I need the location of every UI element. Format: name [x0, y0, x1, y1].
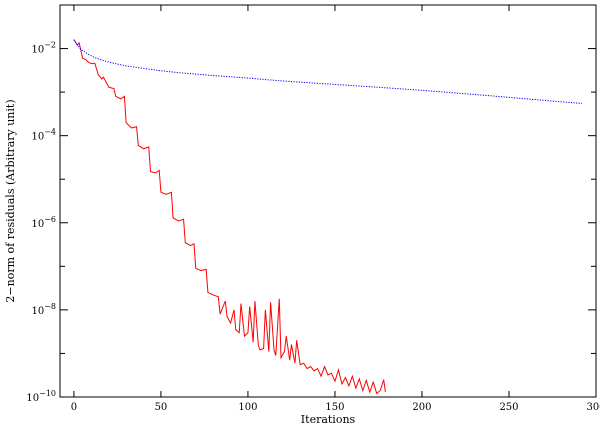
x-tick-label: 100 [238, 402, 257, 413]
x-tick-label: 50 [155, 402, 168, 413]
plot-frame [59, 4, 597, 398]
x-axis-label: Iterations [301, 413, 356, 426]
y-tick-label: 10−6 [31, 215, 56, 230]
series-layer [73, 39, 583, 395]
y-tick-label: 10−4 [31, 128, 56, 143]
x-tick-label: 200 [412, 402, 431, 413]
y-tick-label: 10−2 [31, 41, 56, 56]
series-line-1 [73, 39, 386, 395]
x-tick-label: 300 [586, 402, 600, 413]
x-tick-label: 150 [325, 402, 344, 413]
y-tick-label: 10−8 [31, 302, 56, 317]
y-axis-label: 2−norm of residuals (Arbitrary unit) [4, 99, 17, 302]
ticks-layer: 0 50 100 150 200 250 300 10−10 10−8 10−6 10−4 10−2 [26, 4, 600, 413]
x-tick-label: 0 [71, 402, 77, 413]
series-line-2 [73, 39, 583, 104]
x-tick-label: 250 [499, 402, 518, 413]
y-tick-label: 10−10 [26, 389, 56, 404]
